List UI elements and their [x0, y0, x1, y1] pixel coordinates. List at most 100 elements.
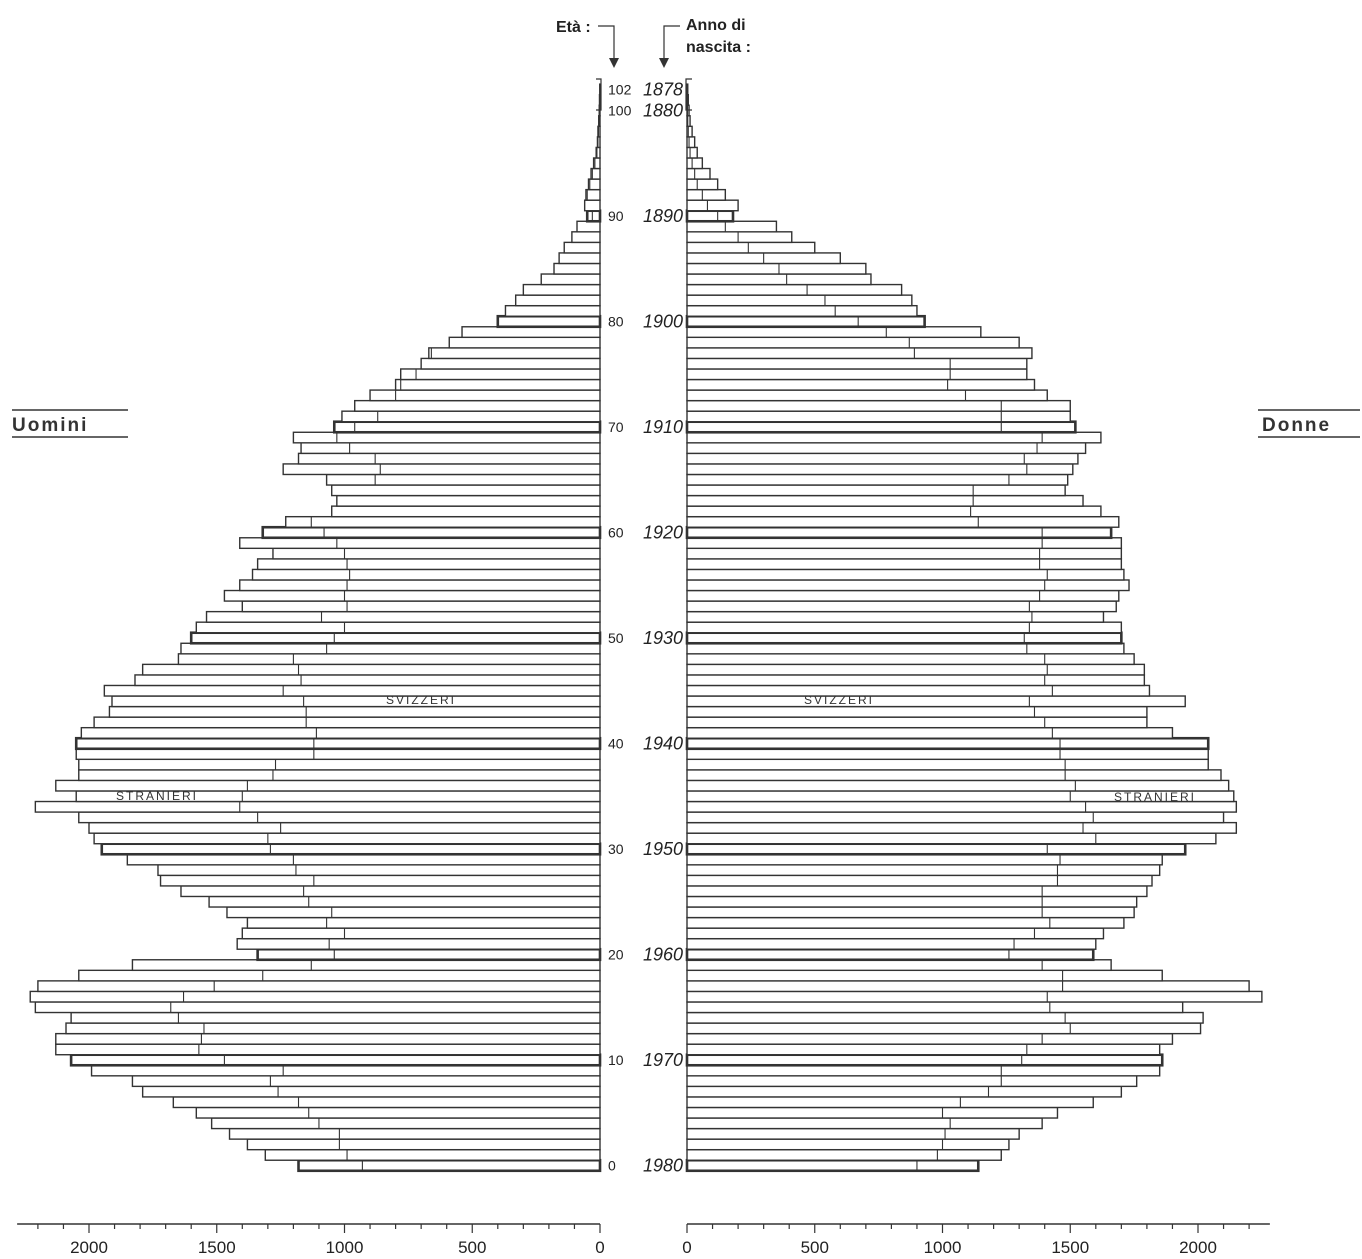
- women-bar: [686, 1011, 1204, 1024]
- men-bar: [585, 209, 602, 223]
- men-bar: [428, 347, 601, 360]
- women-bar: [686, 895, 1138, 908]
- birth-year-label: 1920: [643, 523, 683, 543]
- women-bar: [686, 1064, 1161, 1077]
- women-bar: [685, 525, 1113, 540]
- men-bar: [55, 1043, 601, 1056]
- men-x-tick-label: 500: [458, 1238, 486, 1257]
- women-bar: [686, 136, 696, 149]
- age-tick-label: 0: [608, 1158, 616, 1174]
- women-bar: [686, 726, 1174, 739]
- men-bar: [172, 1096, 601, 1109]
- women-bar: [686, 621, 1123, 634]
- men-bar: [210, 1117, 601, 1130]
- women-bar: [686, 885, 1148, 898]
- women-bar: [686, 653, 1135, 666]
- birth-year-label: 1900: [643, 312, 683, 332]
- men-bar: [354, 399, 601, 412]
- men-bar: [159, 874, 601, 887]
- men-bar: [336, 494, 601, 507]
- men-bar: [246, 1138, 601, 1151]
- women-bar: [686, 695, 1186, 708]
- women-bar: [686, 558, 1123, 571]
- labels-layer: Età : Anno di nascita : Uomini Donne SVI…: [12, 17, 1329, 804]
- women-bar: [686, 927, 1105, 940]
- men-bar: [141, 663, 601, 676]
- women-bar: [686, 1127, 1020, 1140]
- women-bar: [686, 748, 1209, 761]
- women-bar: [686, 663, 1146, 676]
- women-bar: [686, 283, 903, 296]
- dividers-layer: [170, 84, 1097, 1171]
- men-bar: [100, 842, 602, 856]
- women-bar: [686, 494, 1084, 507]
- men-bar: [420, 357, 601, 370]
- women-bar: [685, 842, 1187, 856]
- birth-year-label: 1890: [643, 206, 683, 226]
- women-bar: [685, 1053, 1164, 1067]
- women-bar: [686, 821, 1238, 834]
- men-bar: [239, 537, 601, 550]
- women-x-tick-label: 0: [682, 1238, 691, 1257]
- women-bar: [686, 463, 1074, 476]
- women-bar: [686, 568, 1125, 581]
- men-bar: [195, 621, 601, 634]
- men-bar: [300, 442, 601, 455]
- men-bar: [272, 547, 601, 560]
- women-bar: [686, 347, 1033, 360]
- men-swiss-label: SVIZZERI: [386, 693, 456, 707]
- women-bar: [686, 368, 1028, 381]
- men-bar: [285, 515, 601, 528]
- women-bar: [686, 1001, 1184, 1014]
- men-bar: [256, 558, 601, 571]
- men-bar: [131, 959, 601, 972]
- women-bar: [686, 294, 913, 307]
- men-bar: [180, 642, 601, 655]
- women-bar: [686, 684, 1151, 697]
- women-bar: [686, 1022, 1202, 1035]
- men-bar: [297, 452, 601, 465]
- men-bar: [108, 705, 601, 718]
- women-bar: [686, 473, 1069, 486]
- birth-year-label: 1880: [643, 101, 683, 121]
- men-bar: [256, 947, 602, 962]
- women-bar: [686, 188, 727, 201]
- women-bar: [686, 199, 739, 212]
- women-bar: [686, 758, 1209, 771]
- women-bar: [686, 1106, 1059, 1119]
- men-bar: [111, 695, 601, 708]
- men-bar: [223, 589, 601, 602]
- birth-year-label: 1878: [643, 79, 683, 99]
- women-bar: [686, 505, 1102, 518]
- women-bar: [686, 547, 1123, 560]
- men-bar: [195, 1106, 601, 1119]
- men-bar: [448, 336, 601, 349]
- men-bar: [239, 579, 601, 592]
- men-bar: [34, 1001, 601, 1014]
- men-bar: [341, 410, 601, 423]
- women-bar: [686, 537, 1123, 550]
- age-arrow-line: [598, 25, 615, 62]
- men-bar: [558, 252, 601, 265]
- men-bar: [585, 188, 601, 201]
- age-tick-label: 60: [608, 525, 624, 541]
- women-bar: [686, 980, 1250, 993]
- women-bar: [686, 1043, 1161, 1056]
- women-bar: [686, 357, 1028, 370]
- women-bar: [686, 1085, 1123, 1098]
- women-bar: [686, 769, 1222, 782]
- men-bar: [226, 906, 601, 919]
- men-x-tick-label: 1000: [326, 1238, 364, 1257]
- men-bar: [522, 283, 601, 296]
- women-bar: [686, 642, 1125, 655]
- men-bar: [134, 674, 601, 687]
- women-bar: [686, 389, 1048, 402]
- men-bar: [553, 262, 601, 275]
- age-tick-label: 50: [608, 630, 624, 646]
- women-bar: [686, 336, 1020, 349]
- women-bar: [686, 410, 1071, 423]
- women-swiss-label: SVIZZERI: [804, 693, 874, 707]
- men-bar: [332, 420, 602, 434]
- men-bar: [141, 1085, 601, 1098]
